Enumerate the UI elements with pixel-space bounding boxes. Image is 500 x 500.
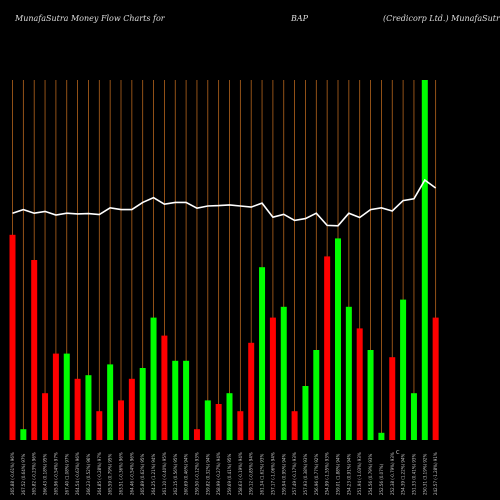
bar <box>410 393 417 440</box>
x-tick-label: 261.10 (-0.40%) 95% <box>162 452 167 495</box>
bar <box>378 432 385 440</box>
bar <box>259 267 266 440</box>
bar <box>291 411 298 440</box>
x-tick-label: 264.54 (-0.63%) 96% <box>75 452 80 495</box>
x-tick-label: 254.99 (-1.55%) 93% <box>325 452 330 495</box>
bar <box>269 317 276 440</box>
x-tick-label: 257.93 (0.38%) 93% <box>303 454 308 495</box>
x-tick-label: 250.31 (3.19%) 92% <box>422 454 427 495</box>
x-tick-label: 258.63 (-0.19%) 94% <box>238 452 243 495</box>
x-tick-label: 262.15 (0.56%) 95% <box>173 454 178 495</box>
x-tick-label: 267.40 (1.08%) 97% <box>64 454 69 495</box>
x-tick-label: 252.38 (-0.79%) 93% <box>390 452 395 495</box>
x-labels: 265.88 (-0.61%) 96% 267.52 (0.64%) 97% 265… <box>10 452 438 495</box>
bar <box>432 317 439 440</box>
x-tick-label: 259.01 (1.88%) 94% <box>336 454 341 495</box>
x-tick-label: 264.85 (-0.28%) 97% <box>97 452 102 495</box>
bar <box>248 342 255 440</box>
x-tick-label: 259.69 (0.41%) 95% <box>227 454 232 495</box>
x-tick-label: 267.52 (0.64%) 97% <box>21 454 26 495</box>
bar <box>52 353 59 440</box>
bar <box>367 350 374 440</box>
money-flow-line <box>12 178 437 227</box>
bar <box>150 317 157 440</box>
bar <box>345 306 352 440</box>
x-tick-label: 264.25 (1.21%) 94% <box>151 454 156 495</box>
x-tick-label: 252.56 (0.07%) <box>379 463 384 495</box>
x-tick-label: 265.96 (-0.54%) 97% <box>53 452 58 495</box>
bar <box>193 429 200 440</box>
bar <box>31 260 38 440</box>
x-tick-label: 257.17 (-1.06%) 94% <box>270 452 275 495</box>
bar <box>226 393 233 440</box>
bar <box>421 80 428 440</box>
x-tick-label: 251.33 (0.41%) 93% <box>411 454 416 495</box>
bar <box>96 411 103 440</box>
bar <box>389 357 396 440</box>
header-ticker: BAP <box>291 14 309 23</box>
bar <box>139 368 146 440</box>
x-tick-label: 261.34 (1.62%) 93% <box>260 454 265 495</box>
bar <box>302 386 309 440</box>
bar <box>313 350 320 440</box>
x-tick-label: 266.43 (0.18%) 95% <box>43 454 48 495</box>
bar <box>128 378 135 440</box>
x-tick-label: 254.56 (0.79%) 93% <box>368 454 373 495</box>
header-right: (Credicorp Ltd.) MunafaSutra.com <box>383 14 500 23</box>
bar <box>237 411 244 440</box>
bar <box>9 234 16 440</box>
bar <box>74 378 81 440</box>
x-tick-label: 254.23 (0.91%) 94% <box>346 454 351 495</box>
bar <box>400 299 407 440</box>
bar <box>63 353 70 440</box>
x-tick-label: 266.23 (0.52%) 96% <box>86 454 91 495</box>
bar <box>324 256 331 440</box>
x-tick-label: 254.39 (1.22%) 94% <box>401 454 406 495</box>
x-tick-label: 258.99 (-0.27%) 94% <box>216 452 221 495</box>
bar <box>161 335 168 440</box>
x-tick-label: 259.94 (0.95%) 94% <box>281 454 286 495</box>
bar <box>172 360 179 440</box>
x-tick-label: 260.69 (0.46%) 94% <box>184 454 189 495</box>
x-tick-label: 259.50 (-0.12%) 93% <box>194 452 199 495</box>
bar <box>215 404 222 440</box>
x-tick-label: 264.46 (-0.54%) 96% <box>129 452 134 495</box>
x-tick-label: 251.94 (-1.03%) 93% <box>357 452 362 495</box>
bar <box>85 375 92 440</box>
header-left: MunafaSutra Money Flow Charts for <box>15 14 165 23</box>
x-tick-label: 265.59 (0.79%) 95% <box>108 454 113 495</box>
bar <box>42 393 49 440</box>
bar <box>280 306 287 440</box>
bar <box>204 400 211 440</box>
x-tick-label: 265.89 (0.62%) 95% <box>140 454 145 495</box>
bar <box>20 429 27 440</box>
axis-mark: C <box>396 450 400 456</box>
x-tick-label: 265.88 (-0.61%) 96% <box>10 452 15 495</box>
bar <box>335 238 341 440</box>
x-tick-label: 259.12 (-0.85%) 94% <box>249 452 254 495</box>
x-tick-label: 265.82 (-0.23%) 96% <box>32 452 37 495</box>
x-tick-label: 263.51 (-0.36%) 96% <box>119 452 124 495</box>
x-tick-label: 259.82 (0.32%) 94% <box>205 454 210 495</box>
bar <box>107 364 114 440</box>
x-tick-label: 256.96 (0.77%) 92% <box>314 454 319 495</box>
x-tick-label: 257.49 (-0.17%) 93% <box>292 452 297 495</box>
x-tick-label: 242.57 (-1.28%) 91% <box>433 452 438 495</box>
bar <box>118 400 124 440</box>
bars <box>9 80 439 440</box>
bar <box>356 328 363 440</box>
bar <box>183 360 190 440</box>
